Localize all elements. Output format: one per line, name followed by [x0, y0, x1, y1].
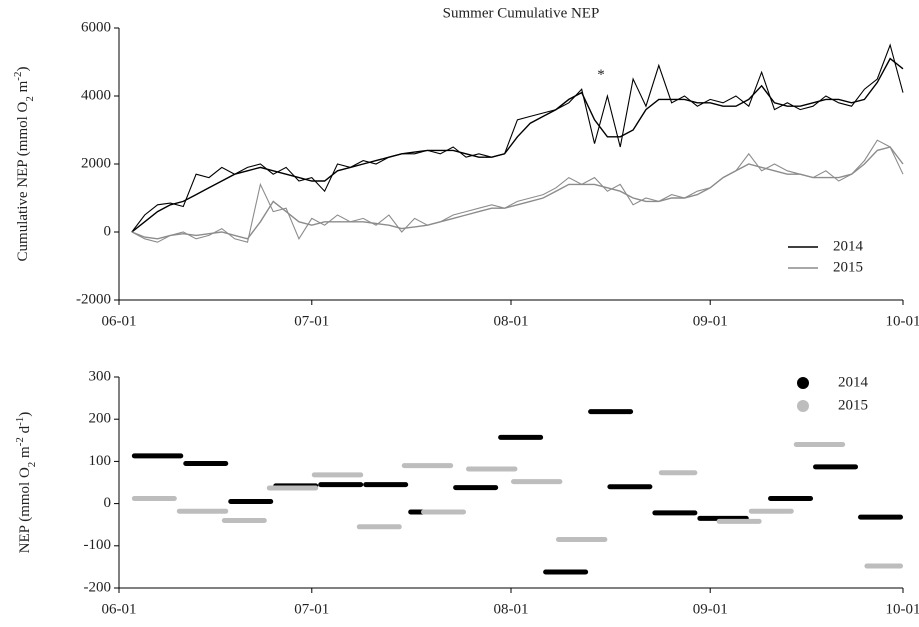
- y-axis-title-part: ): [15, 67, 31, 72]
- x-tick-label: 08-01: [494, 313, 529, 329]
- segment: [588, 409, 634, 415]
- segment: [864, 563, 903, 569]
- y-axis-title-part: -2: [12, 72, 24, 81]
- segment: [498, 434, 544, 440]
- segment: [131, 453, 184, 459]
- smoothed-line: [131, 146, 904, 240]
- smoothed-line: [131, 57, 904, 233]
- legend-swatch: [797, 400, 809, 412]
- segment: [466, 466, 518, 472]
- x-tick-label: 07-01: [294, 601, 329, 617]
- y-tick-label: 100: [89, 453, 112, 469]
- segment: [131, 496, 177, 502]
- x-tick-label: 06-01: [102, 601, 137, 617]
- daily-line: [131, 139, 904, 243]
- y-axis-title-part: NEP (mmol O: [17, 467, 33, 553]
- y-axis-title-part: m: [15, 80, 31, 96]
- y-axis-title-part: -2: [14, 437, 26, 446]
- segment: [421, 509, 467, 515]
- x-tick-label: 09-01: [693, 313, 728, 329]
- y-tick-label: 0: [104, 495, 112, 511]
- y-axis-title-part: 2: [24, 96, 36, 102]
- y-axis-title-part: m: [17, 446, 33, 462]
- segment: [356, 524, 402, 530]
- segment: [793, 442, 846, 448]
- y-tick-label: 300: [89, 368, 112, 384]
- segment: [858, 514, 903, 520]
- chart-title: Summer Cumulative NEP: [443, 5, 600, 21]
- y-axis-title-part: ): [17, 412, 33, 417]
- legend-label: 2015: [833, 259, 863, 275]
- y-axis-title: Cumulative NEP (mmol O2 m-2): [12, 67, 36, 262]
- y-axis-title: NEP (mmol O2 m-2 d-1): [14, 412, 38, 554]
- legend-label: 2014: [833, 238, 864, 254]
- segment: [716, 518, 762, 524]
- legend-label: 2015: [838, 397, 868, 413]
- y-axis-title-part: -1: [14, 417, 26, 426]
- daily-line: [131, 43, 904, 233]
- segment: [221, 517, 267, 523]
- segment: [607, 484, 653, 490]
- y-tick-label: 6000: [81, 19, 111, 35]
- y-axis-title-part: 2: [26, 462, 38, 468]
- segment: [543, 569, 589, 575]
- segment: [658, 470, 698, 476]
- x-tick-label: 10-01: [886, 313, 919, 329]
- segment: [176, 508, 229, 514]
- segment: [813, 464, 859, 470]
- annotation: *: [597, 67, 605, 83]
- x-tick-label: 09-01: [693, 601, 728, 617]
- segment: [311, 472, 364, 478]
- x-tick-label: 07-01: [294, 313, 329, 329]
- x-tick-label: 08-01: [494, 601, 529, 617]
- legend-swatch: [797, 377, 809, 389]
- y-tick-label: -200: [84, 579, 112, 595]
- y-tick-label: 4000: [81, 87, 111, 103]
- segment: [228, 498, 274, 504]
- segment: [748, 508, 794, 514]
- segment: [318, 482, 364, 488]
- segment: [401, 463, 454, 469]
- y-tick-label: 200: [89, 411, 112, 427]
- segment: [511, 479, 563, 485]
- y-tick-label: 2000: [81, 155, 111, 171]
- y-axis-title-part: d: [17, 425, 33, 437]
- y-tick-label: 0: [104, 223, 112, 239]
- legend-label: 2014: [838, 374, 869, 390]
- y-tick-label: -2000: [76, 291, 111, 307]
- x-tick-label: 06-01: [102, 313, 137, 329]
- segment: [652, 510, 698, 516]
- segment: [363, 482, 409, 488]
- segment: [266, 485, 319, 491]
- segment: [453, 485, 499, 491]
- segment: [768, 496, 814, 502]
- y-axis-title-part: Cumulative NEP (mmol O: [15, 101, 31, 261]
- x-tick-label: 10-01: [886, 601, 919, 617]
- segment: [555, 536, 608, 542]
- segment: [183, 461, 229, 467]
- y-tick-label: -100: [84, 537, 112, 553]
